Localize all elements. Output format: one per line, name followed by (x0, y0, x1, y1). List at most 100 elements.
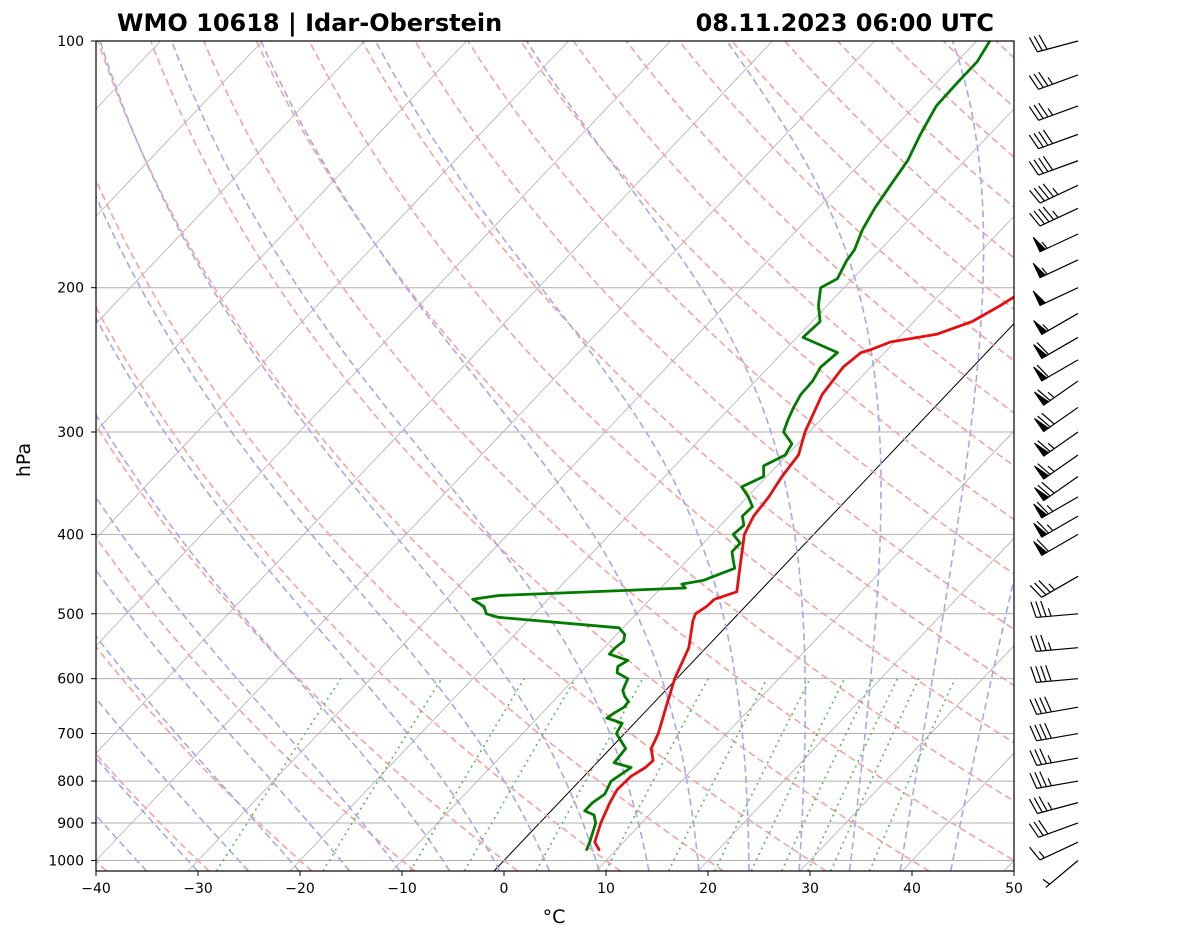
isotherm (96, 41, 875, 862)
isotherm (96, 41, 773, 754)
barb-flag-full (1038, 819, 1049, 835)
barb-shaft (1039, 841, 1079, 861)
barb-flag-full (1038, 208, 1050, 223)
barb-pennant (1034, 442, 1050, 457)
barb-flag-half (1047, 442, 1055, 450)
wind-barb (1034, 454, 1079, 480)
temperature-profile (593, 295, 1014, 851)
isotherm-0c (493, 322, 1014, 871)
barb-flag-half (1047, 642, 1052, 651)
x-tick-label: 20 (699, 881, 717, 897)
wind-barb (1034, 380, 1079, 406)
wind-barb (1028, 34, 1079, 53)
mixing-ratio-line (463, 678, 576, 871)
barb-pennant (1032, 290, 1047, 307)
barb-flag-full (1029, 725, 1038, 742)
barb-flag-full (1040, 665, 1047, 682)
y-tick-label: 100 (57, 34, 84, 50)
barb-pennant (1033, 320, 1048, 336)
wind-barb (1030, 634, 1079, 652)
title-station: WMO 10618 | Idar-Oberstein (117, 9, 502, 37)
wind-barb (1028, 102, 1079, 121)
barb-flag-half (1052, 210, 1059, 218)
y-tick-label: 300 (57, 425, 84, 441)
dry-adiabat (1102, 41, 1181, 871)
wind-barb (1032, 259, 1079, 279)
barb-flag-full (1038, 131, 1049, 146)
barb-flag-full (1034, 698, 1043, 714)
dry-adiabat (96, 305, 621, 871)
wind-barb (1033, 359, 1079, 382)
barb-flag-half (1047, 391, 1055, 399)
y-tick-label: 800 (57, 774, 84, 790)
moist-adiabat (96, 496, 401, 871)
barb-flag-full (1033, 210, 1045, 225)
barb-flag-half (1047, 802, 1053, 810)
wind-barb (1029, 696, 1079, 716)
wind-barb (1033, 312, 1079, 336)
sounding-profiles (471, 41, 1014, 851)
moist-adiabat (96, 194, 551, 871)
x-tick-label: −10 (387, 881, 417, 897)
wind-barb (1029, 575, 1079, 598)
moist-adiabat (260, 41, 700, 871)
barb-pennant (1032, 262, 1047, 279)
barb-flag-full (1028, 134, 1040, 150)
barb-shaft (1036, 706, 1079, 716)
barb-flag-full (1038, 102, 1049, 118)
mixing-ratio-line (780, 678, 874, 871)
barb-flag-full (1038, 71, 1049, 87)
plot-frame (95, 40, 1015, 872)
wind-barb (1030, 600, 1079, 619)
barb-shaft (1039, 233, 1079, 253)
barb-flag-full (1044, 696, 1052, 713)
y-tick-label: 200 (57, 281, 84, 297)
wind-barb (1034, 406, 1079, 433)
wind-barb (1029, 206, 1079, 227)
moist-adiabat (96, 756, 199, 871)
barb-flag-full (1036, 342, 1049, 355)
barb-shaft (1038, 160, 1079, 176)
y-tick-label: 400 (57, 527, 84, 543)
barb-flag-full (1037, 484, 1051, 497)
barb-flag-full (1042, 129, 1054, 144)
barb-pennant (1034, 418, 1050, 433)
wind-barb (1033, 336, 1079, 360)
wind-barb (1030, 665, 1079, 683)
barb-flag-full (1038, 157, 1049, 173)
mixing-ratio-line (215, 678, 342, 871)
barb-flag-full (1040, 600, 1047, 617)
isotherm (96, 41, 569, 539)
moist-adiabat (949, 575, 1014, 871)
barb-flag-full (1042, 206, 1054, 221)
barb-pennant (1033, 541, 1048, 557)
plot-background (96, 41, 1014, 871)
moist-adiabat (374, 41, 750, 871)
dewpoint-profile (471, 41, 992, 851)
x-axis-label: °C (543, 906, 566, 928)
barb-flag-full (1037, 389, 1051, 402)
barb-shaft (1041, 496, 1079, 519)
wind-barb (1034, 431, 1079, 457)
dry-adiabat (995, 41, 1014, 59)
barb-flag-full (1033, 821, 1044, 836)
title-datetime: 08.11.2023 06:00 UTC (696, 9, 994, 37)
wind-barb (1028, 71, 1079, 90)
barb-flag-full (1033, 187, 1045, 202)
barb-shaft (1038, 105, 1079, 121)
barb-flag-full (1030, 601, 1037, 618)
mixing-ratio-line (322, 678, 443, 871)
dry-adiabat (1049, 41, 1181, 871)
barb-shaft (1043, 431, 1079, 457)
barb-flag-full (1030, 666, 1037, 683)
isotherm (697, 537, 1014, 871)
dry-adiabat (625, 41, 1014, 414)
wind-barb (1029, 841, 1079, 861)
barb-flag-full (1035, 601, 1042, 618)
barb-flag-full (1036, 520, 1049, 534)
barb-flag-full (1028, 75, 1040, 90)
barb-shaft (1036, 678, 1079, 683)
barb-shaft (1038, 133, 1079, 150)
moist-adiabat (96, 697, 250, 871)
isotherm (799, 645, 1014, 871)
